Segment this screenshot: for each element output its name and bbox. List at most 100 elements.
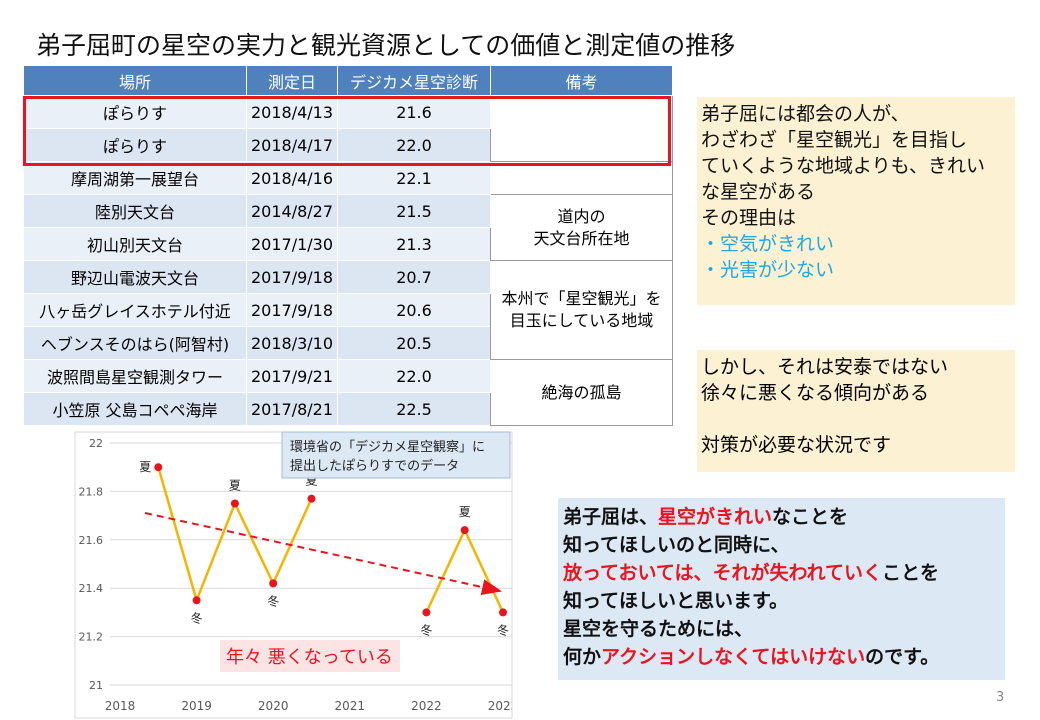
text-line: ・空気がきれい xyxy=(701,233,835,255)
table-cell: 21.3 xyxy=(337,227,491,261)
text-line: 弟子屈には都会の人が、 xyxy=(701,103,910,125)
remark-line: 本州で「星空観光」を xyxy=(501,289,662,308)
point-label: 冬 xyxy=(267,593,279,608)
note-box xyxy=(220,640,400,672)
table-cell: 2018/4/17 xyxy=(246,128,338,162)
text-line: 放っておいては、それが失われていくことを xyxy=(563,559,1000,587)
remark-cell: 道内の 天文台所在地 xyxy=(490,194,673,261)
table-cell: 野辺山電波天文台 xyxy=(23,260,247,294)
table-cell: ぽらりす xyxy=(23,128,247,162)
y-tick-label: 21 xyxy=(89,679,103,692)
x-tick-label: 2021 xyxy=(335,699,366,713)
text-line: ていくような地域よりも、きれい xyxy=(701,155,986,177)
annotation: 環境省の「デジカメ星空観察」に xyxy=(290,439,485,455)
annotation: 提出したぽらりすでのデータ xyxy=(290,458,459,474)
header-cell: 備考 xyxy=(490,65,673,96)
table-cell: 摩周湖第一展望台 xyxy=(23,161,247,195)
remark-cell: 絶海の孤島 xyxy=(490,359,673,426)
table-cell: 20.5 xyxy=(337,326,491,360)
text-line: しかし、それは安泰ではない xyxy=(701,356,949,378)
note-box xyxy=(281,431,511,479)
text-line: 星空を守るためには、 xyxy=(563,615,1000,643)
remark-line: 道内の xyxy=(557,206,606,226)
table-cell: 2017/8/21 xyxy=(246,392,338,426)
text-segment: 知ってほしいのと同時に、 xyxy=(563,534,790,556)
table-row: ぽらりす 2018/4/17 22.0 xyxy=(23,128,673,162)
data-point xyxy=(230,499,239,508)
y-tick-label: 22 xyxy=(89,437,103,450)
text-line: 何かアクションしなくてはいけないのです。 xyxy=(563,643,1000,671)
data-point xyxy=(192,596,201,605)
remark-cell xyxy=(490,95,673,162)
x-tick-label: 2019 xyxy=(181,699,212,713)
y-tick-label: 21.8 xyxy=(79,485,104,498)
data-point xyxy=(269,579,278,588)
data-point xyxy=(422,608,431,617)
y-tick-label: 21.2 xyxy=(79,631,104,644)
text-segment: 知ってほしいと思います。 xyxy=(563,590,789,612)
remark-cell xyxy=(490,161,673,195)
text-box: 弟子屈は、星空がきれいなことを知ってほしいのと同時に、放っておいては、それが失わ… xyxy=(558,498,1005,680)
trend-arrow xyxy=(144,512,502,595)
remark-line: 目玉にしている地域 xyxy=(509,311,654,330)
text-segment: 星空を守るためには、 xyxy=(563,618,754,640)
text-segment: 弟子屈は、 xyxy=(563,506,659,528)
table-cell: 22.5 xyxy=(337,392,491,426)
table-cell: 2018/3/10 xyxy=(246,326,338,360)
table-cell: 21.5 xyxy=(337,194,491,228)
y-tick-label: 21.6 xyxy=(79,534,104,547)
table-cell: 八ヶ岳グレイスホテル付近 xyxy=(23,293,247,327)
table-cell: 波照間島星空観測タワー xyxy=(23,359,247,393)
table-row: 八ヶ岳グレイスホテル付近 2017/9/18 20.6 xyxy=(23,293,673,327)
table-row: 初山別天文台 2017/1/30 21.3 xyxy=(23,227,673,261)
point-label: 夏 xyxy=(139,460,151,474)
table-cell: ヘブンスそのはら(阿智村) xyxy=(23,326,247,360)
text-segment: 放っておいては、それが失われていく xyxy=(563,562,883,584)
highlight-box xyxy=(23,96,671,166)
table-cell: ぽらりす xyxy=(23,95,247,129)
table-cell: 22.0 xyxy=(337,359,491,393)
annotation: 年々 悪くなっている xyxy=(226,647,393,668)
y-tick-label: 21.4 xyxy=(79,582,104,595)
table-cell: 2018/4/16 xyxy=(246,161,338,195)
text-line: 徐々に悪くなる傾向がある xyxy=(701,382,930,404)
page-number: 3 xyxy=(996,690,1005,705)
text-line: 対策が必要な状況です xyxy=(701,434,892,456)
text-box: しかし、それは安泰ではない 徐々に悪くなる傾向がある 対策が必要な状況です xyxy=(697,350,1015,472)
text-segment: アクションしなくてはいけない xyxy=(601,646,866,668)
data-point xyxy=(307,494,316,503)
header-cell: 測定日 xyxy=(246,65,338,96)
table-cell: 2017/9/18 xyxy=(246,260,338,294)
header-row: 場所 測定日 デジカメ星空診断 備考 xyxy=(23,65,673,96)
table-cell: 2017/9/21 xyxy=(246,359,338,393)
table-cell: 2018/4/13 xyxy=(246,95,338,129)
text-segment: なことを xyxy=(772,506,849,528)
text-line: 知ってほしいのと同時に、 xyxy=(563,531,1000,559)
table-cell: 2014/8/27 xyxy=(246,194,338,228)
text-segment: 何か xyxy=(563,646,602,668)
x-tick-label: 2020 xyxy=(258,699,289,713)
table-row: 陸別天文台 2014/8/27 21.5 道内の 天文台所在地 xyxy=(23,194,673,261)
x-tick-label: 2018 xyxy=(105,699,136,713)
text-line: ・光害が少ない xyxy=(701,259,835,281)
x-tick-label: 2023 xyxy=(488,699,519,713)
text-segment: 星空がきれい xyxy=(658,506,773,528)
table-row: 小笠原 父島コペペ海岸 2017/8/21 22.5 xyxy=(23,392,673,426)
x-tick-label: 2022 xyxy=(411,699,442,713)
header-cell: デジカメ星空診断 xyxy=(337,65,491,96)
text-box: 弟子屈には都会の人が、わざわざ「星空観光」を目指し ていくような地域よりも、きれい… xyxy=(697,97,1015,305)
text-line: 知ってほしいと思います。 xyxy=(563,587,1000,615)
text-line: な星空がある xyxy=(701,181,816,203)
table-row: ヘブンスそのはら(阿智村) 2018/3/10 20.5 xyxy=(23,326,673,360)
table-row: 波照間島星空観測タワー 2017/9/21 22.0 絶海の孤島 xyxy=(23,359,673,426)
data-point xyxy=(460,526,469,535)
text-line: わざわざ「星空観光」を目指し xyxy=(701,129,968,151)
text-line: その理由は xyxy=(701,207,797,229)
header-cell: 場所 xyxy=(23,65,247,96)
table-cell: 2017/1/30 xyxy=(246,227,338,261)
data-point xyxy=(154,463,163,472)
table-cell: 20.7 xyxy=(337,260,491,294)
text-line: 弟子屈は、星空がきれいなことを xyxy=(563,503,1000,531)
table-cell: 初山別天文台 xyxy=(23,227,247,261)
